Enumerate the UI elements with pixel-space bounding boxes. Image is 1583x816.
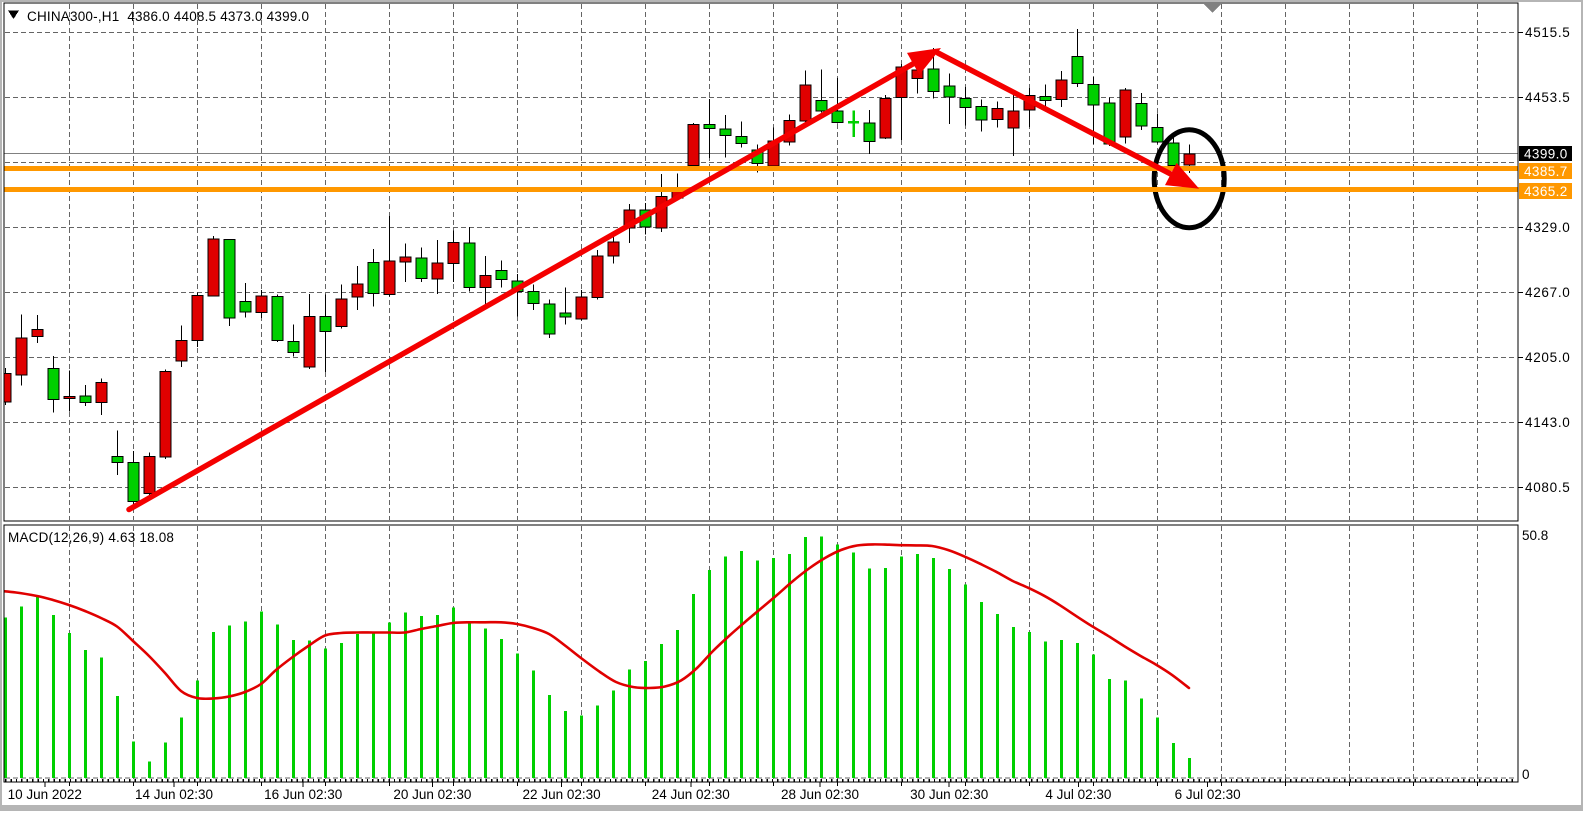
svg-text:30 Jun 02:30: 30 Jun 02:30 [910, 787, 988, 802]
svg-text:50.8: 50.8 [1522, 528, 1548, 543]
svg-text:24 Jun 02:30: 24 Jun 02:30 [652, 787, 730, 802]
svg-text:4399.0: 4399.0 [1524, 146, 1568, 161]
svg-text:4515.5: 4515.5 [1525, 25, 1571, 40]
svg-text:MACD(12,26,9) 4.63 18.08: MACD(12,26,9) 4.63 18.08 [8, 530, 174, 545]
svg-text:14 Jun 02:30: 14 Jun 02:30 [135, 787, 213, 802]
svg-text:4453.5: 4453.5 [1525, 90, 1571, 105]
svg-text:CHINA300-,H1 4386.0 4408.5 43: CHINA300-,H1 4386.0 4408.5 4373.0 4399.0 [27, 9, 309, 24]
svg-text:20 Jun 02:30: 20 Jun 02:30 [393, 787, 471, 802]
svg-text:22 Jun 02:30: 22 Jun 02:30 [523, 787, 601, 802]
svg-text:4 Jul 02:30: 4 Jul 02:30 [1045, 787, 1111, 802]
svg-text:4205.0: 4205.0 [1525, 350, 1571, 365]
svg-text:4385.7: 4385.7 [1524, 164, 1568, 179]
svg-text:16 Jun 02:30: 16 Jun 02:30 [264, 787, 342, 802]
svg-text:0: 0 [1522, 767, 1530, 782]
svg-text:6 Jul 02:30: 6 Jul 02:30 [1175, 787, 1241, 802]
svg-text:4329.0: 4329.0 [1525, 220, 1571, 235]
svg-text:10 Jun 2022: 10 Jun 2022 [8, 787, 82, 802]
svg-text:28 Jun 02:30: 28 Jun 02:30 [781, 787, 859, 802]
svg-text:4365.2: 4365.2 [1524, 184, 1568, 199]
svg-text:4080.5: 4080.5 [1525, 480, 1571, 495]
svg-text:4267.0: 4267.0 [1525, 285, 1571, 300]
svg-text:4143.0: 4143.0 [1525, 415, 1571, 430]
